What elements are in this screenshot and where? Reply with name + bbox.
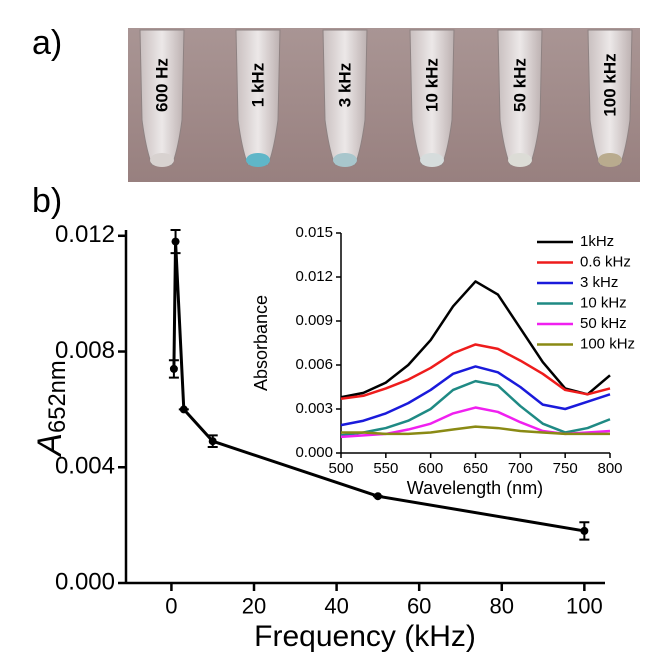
tube-label: 100 kHz bbox=[600, 53, 619, 116]
tube-liquid bbox=[246, 153, 270, 167]
x-tick-label: 20 bbox=[242, 593, 266, 618]
x-axis-label: Frequency (kHz) bbox=[254, 620, 476, 653]
tubes: 600 Hz 1 kHz 3 kHz 10 kHz 50 kHz 100 kHz bbox=[139, 29, 633, 167]
y-axis-label: Absorbance bbox=[251, 295, 271, 391]
panel-label: a) bbox=[32, 24, 62, 62]
y-tick-label: 0.004 bbox=[55, 453, 115, 480]
tube-liquid bbox=[150, 153, 174, 167]
tube-label: 3 kHz bbox=[335, 63, 354, 107]
tube-label: 10 kHz bbox=[422, 58, 441, 112]
legend-label: 50 kHz bbox=[580, 315, 627, 332]
line bbox=[172, 240, 585, 533]
chart: 0.000 0.004 0.008 0.012 0 20 40 60 80 100 Frequenc… bbox=[31, 221, 605, 653]
marker bbox=[580, 526, 589, 535]
tube bbox=[139, 29, 185, 166]
legend-label: 10 kHz bbox=[580, 294, 627, 311]
y-axis-label-main: A bbox=[31, 433, 69, 458]
x-tick-label: 600 bbox=[418, 460, 443, 477]
x-tick-label: 800 bbox=[597, 460, 622, 477]
tube-liquid bbox=[598, 153, 622, 167]
marker bbox=[208, 437, 217, 446]
x-tick-label: 60 bbox=[407, 593, 431, 618]
tube-label: 1 kHz bbox=[248, 63, 267, 107]
x-tick-label: 100 bbox=[566, 593, 603, 618]
tube-liquid bbox=[333, 153, 357, 167]
y-tick-label: 0.003 bbox=[295, 400, 333, 417]
y-tick-label: 0.008 bbox=[55, 337, 115, 364]
tube-label: 600 Hz bbox=[152, 58, 171, 112]
y-tick-label: 0.000 bbox=[55, 568, 115, 595]
legend-label: 0.6 kHz bbox=[580, 253, 631, 270]
x-tick-label: 700 bbox=[508, 460, 533, 477]
marker bbox=[169, 364, 178, 373]
legend-label: 1kHz bbox=[580, 233, 614, 250]
tube bbox=[497, 29, 543, 166]
y-tick-label: 0.012 bbox=[295, 268, 333, 285]
y-tick-label: 0.015 bbox=[295, 224, 333, 241]
tube bbox=[587, 29, 633, 166]
tube bbox=[322, 29, 368, 166]
tube-label: 50 kHz bbox=[510, 58, 529, 112]
photo bbox=[128, 28, 640, 182]
tube bbox=[409, 29, 455, 166]
y-axis-label-main: Absorbance bbox=[251, 295, 271, 391]
legend-label: 100 kHz bbox=[580, 335, 635, 352]
x-tick-label: 80 bbox=[490, 593, 514, 618]
marker bbox=[373, 492, 382, 501]
y-axis-label-subscript: 652nm bbox=[44, 360, 71, 433]
y-tick-label: 0.006 bbox=[295, 356, 333, 373]
y-tick-label: 0.009 bbox=[295, 312, 333, 329]
line bbox=[340, 365, 611, 427]
marker bbox=[179, 405, 188, 414]
legend-label: 3 kHz bbox=[580, 274, 618, 291]
x-tick-label: 0 bbox=[165, 593, 177, 618]
x-tick-label: 500 bbox=[328, 460, 353, 477]
y-tick-label: 0.000 bbox=[295, 444, 333, 461]
x-tick-label: 550 bbox=[373, 460, 398, 477]
tube bbox=[235, 29, 281, 166]
x-tick-label: 750 bbox=[553, 460, 578, 477]
marker bbox=[171, 237, 180, 246]
x-tick-label: 650 bbox=[463, 460, 488, 477]
line bbox=[340, 379, 611, 437]
line bbox=[340, 343, 611, 400]
panel-label: b) bbox=[32, 182, 62, 220]
line bbox=[341, 425, 610, 436]
tube-liquid bbox=[508, 153, 532, 167]
x-tick-label: 40 bbox=[324, 593, 348, 618]
y-axis-label: A652nm bbox=[31, 360, 71, 457]
y-tick-label: 0.012 bbox=[55, 221, 115, 248]
chart: 0.000 0.003 0.006 0.009 0.012 0.015 500 550 600 6… bbox=[251, 224, 635, 498]
x-axis-label: Wavelength (nm) bbox=[407, 478, 543, 498]
tube-liquid bbox=[420, 153, 444, 167]
